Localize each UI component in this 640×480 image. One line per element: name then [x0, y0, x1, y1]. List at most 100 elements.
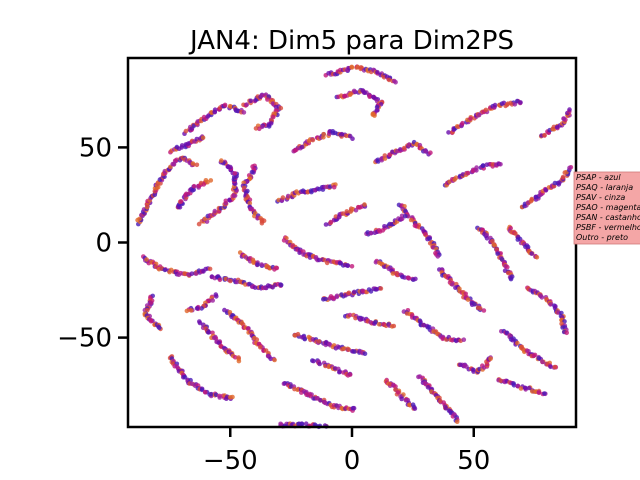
data-point [495, 251, 501, 256]
data-point [294, 147, 299, 152]
data-point [454, 419, 460, 425]
data-point [183, 128, 189, 134]
data-point [297, 250, 302, 255]
data-point [542, 391, 547, 396]
data-point [376, 228, 382, 233]
data-point [564, 330, 569, 336]
data-point [182, 271, 188, 277]
legend-entry: PSBF - vermelho [576, 223, 640, 232]
data-point [552, 364, 558, 370]
data-point [184, 191, 189, 197]
data-point [463, 291, 469, 297]
data-point [450, 338, 455, 343]
data-point [530, 389, 535, 394]
data-point [370, 112, 376, 117]
data-point [351, 405, 357, 411]
data-point [561, 116, 566, 121]
data-point [232, 171, 238, 176]
data-point [148, 300, 154, 306]
data-point [231, 192, 237, 198]
data-point [386, 77, 392, 83]
data-point [472, 302, 477, 307]
data-point [351, 88, 357, 94]
data-point [259, 220, 265, 226]
data-point [536, 356, 542, 361]
data-point [395, 390, 401, 395]
data-point [412, 406, 418, 411]
data-point [522, 385, 528, 391]
data-point [244, 102, 250, 107]
data-point [471, 369, 476, 374]
data-point [443, 405, 449, 411]
data-point [227, 197, 232, 203]
data-point [318, 397, 323, 403]
data-point [253, 126, 259, 131]
data-point [189, 271, 195, 277]
data-point [480, 163, 486, 168]
data-point [281, 238, 287, 243]
data-point [435, 254, 441, 259]
data-point [295, 331, 301, 337]
data-point [157, 325, 162, 331]
data-point [209, 391, 214, 397]
data-point [235, 108, 241, 114]
data-points [135, 64, 574, 430]
data-point [362, 351, 368, 357]
data-point [188, 308, 194, 313]
data-point [199, 387, 205, 393]
data-point [236, 355, 241, 360]
data-point [249, 169, 255, 175]
data-point [258, 345, 263, 350]
data-point [399, 396, 405, 402]
data-point [529, 251, 534, 256]
x-axis-ticks: −50 0 50 [203, 427, 490, 476]
x-tick-label: 0 [344, 446, 361, 476]
data-point [484, 236, 490, 241]
data-point [498, 162, 503, 167]
data-point [310, 137, 316, 143]
y-tick-label: 50 [79, 133, 112, 163]
data-point [344, 209, 350, 214]
data-point [212, 208, 218, 214]
data-point [352, 349, 357, 354]
data-point [542, 132, 547, 138]
y-tick-label: −50 [57, 324, 112, 354]
data-point [241, 110, 247, 115]
data-point [311, 358, 316, 364]
data-point [413, 276, 418, 282]
x-tick-label: −50 [203, 446, 258, 476]
data-point [236, 358, 242, 364]
data-point [505, 264, 510, 270]
data-point [518, 100, 523, 105]
data-point [201, 114, 207, 120]
data-point [504, 102, 510, 107]
data-point [223, 198, 229, 204]
data-point [366, 287, 372, 292]
data-point [349, 65, 355, 70]
data-point [272, 357, 277, 363]
data-point [232, 355, 238, 360]
data-point [492, 102, 498, 108]
data-point [353, 315, 358, 321]
y-axis-ticks: −50 0 50 [57, 133, 128, 354]
data-point [346, 290, 352, 296]
data-point [488, 356, 493, 362]
data-point [280, 195, 286, 200]
data-point [375, 69, 380, 75]
data-point [247, 200, 253, 206]
data-point [362, 90, 368, 95]
legend-entry: PSAQ - laranja [576, 183, 633, 192]
data-point [567, 107, 572, 112]
data-point [531, 353, 537, 359]
data-point [560, 174, 566, 180]
legend-entry: Outro - preto [576, 233, 628, 242]
data-point [265, 97, 270, 102]
data-point [302, 336, 308, 342]
data-point [219, 158, 224, 163]
data-point [323, 296, 328, 302]
data-point [321, 131, 327, 137]
data-point [162, 267, 168, 273]
data-point [190, 161, 196, 166]
